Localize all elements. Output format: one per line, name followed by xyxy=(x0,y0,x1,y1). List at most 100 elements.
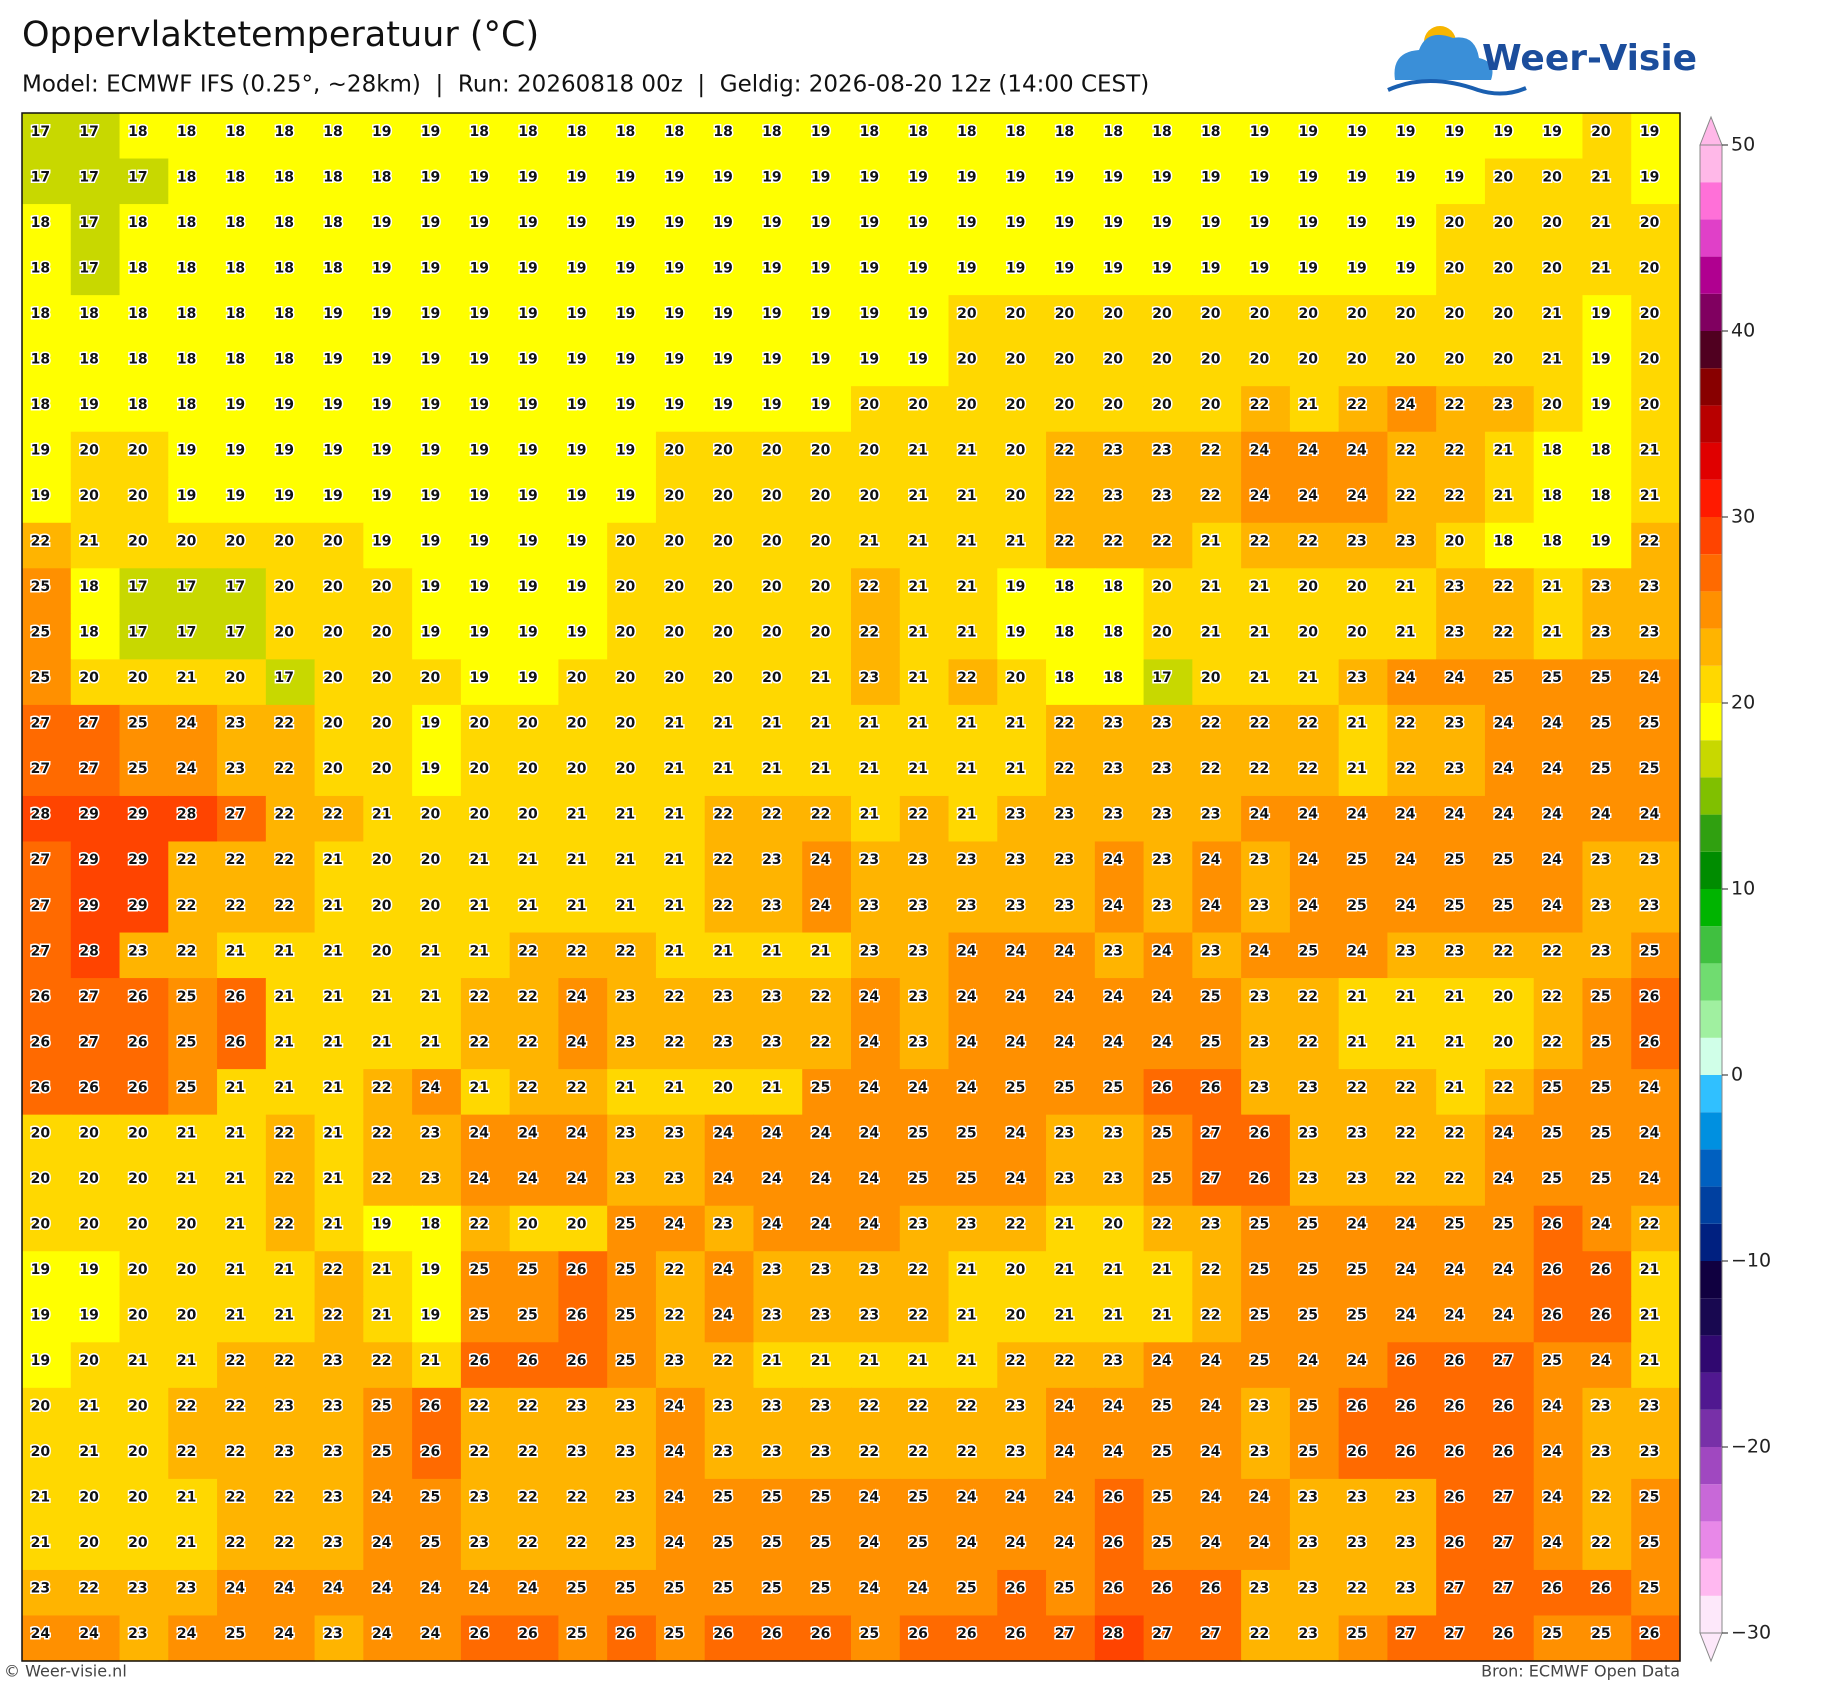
temperature-value: 23 xyxy=(713,1034,732,1050)
temperature-cell xyxy=(899,704,950,752)
temperature-cell xyxy=(265,295,316,342)
temperature-cell xyxy=(119,340,169,387)
temperature-value: 22 xyxy=(1542,989,1561,1005)
temperature-value: 21 xyxy=(1591,260,1610,276)
temperature-value: 21 xyxy=(713,716,732,732)
temperature-value: 24 xyxy=(957,943,977,959)
temperature-cell xyxy=(1192,887,1242,934)
temperature-value: 22 xyxy=(274,1216,293,1232)
temperature-value: 22 xyxy=(226,1490,245,1506)
temperature-value: 24 xyxy=(1396,397,1416,413)
temperature-value: 24 xyxy=(1250,488,1270,504)
temperature-value: 21 xyxy=(665,1080,684,1096)
temperature-cell xyxy=(460,113,511,160)
temperature-cell xyxy=(1533,659,1584,706)
temperature-cell xyxy=(1631,158,1681,205)
temperature-cell xyxy=(265,158,316,205)
temperature-value: 20 xyxy=(567,670,587,686)
temperature-cell xyxy=(1046,613,1096,660)
temperature-cell xyxy=(1094,1569,1145,1617)
temperature-value: 24 xyxy=(1347,1353,1367,1369)
temperature-value: 19 xyxy=(1201,215,1220,231)
temperature-cell xyxy=(217,1433,267,1480)
temperature-value: 19 xyxy=(1299,260,1318,276)
temperature-value: 20 xyxy=(79,1490,99,1506)
temperature-cell xyxy=(607,1296,657,1343)
temperature-value: 23 xyxy=(860,852,879,868)
temperature-cell xyxy=(509,613,560,660)
temperature-value: 21 xyxy=(616,1080,635,1096)
temperature-value: 23 xyxy=(1006,1399,1025,1415)
temperature-cell xyxy=(1533,568,1584,615)
temperature-cell xyxy=(22,1023,72,1070)
temperature-cell xyxy=(168,1023,218,1070)
temperature-cell xyxy=(1582,386,1632,433)
temperature-cell xyxy=(509,386,560,433)
temperature-cell xyxy=(704,1387,755,1434)
temperature-value: 21 xyxy=(226,1171,245,1187)
temperature-value: 24 xyxy=(762,1171,782,1187)
temperature-value: 21 xyxy=(323,943,342,959)
temperature-cell xyxy=(1387,1569,1437,1617)
temperature-value: 20 xyxy=(1006,397,1026,413)
temperature-value: 26 xyxy=(1542,1216,1561,1232)
temperature-value: 20 xyxy=(79,1353,99,1369)
temperature-value: 21 xyxy=(274,1080,293,1096)
temperature-value: 24 xyxy=(860,1535,880,1551)
temperature-value: 25 xyxy=(1542,1353,1561,1369)
temperature-cell xyxy=(1436,568,1486,615)
temperature-value: 20 xyxy=(665,670,685,686)
temperature-value: 25 xyxy=(1640,1535,1659,1551)
temperature-value: 19 xyxy=(762,351,781,367)
temperature-value: 19 xyxy=(470,397,489,413)
temperature-cell xyxy=(558,1296,608,1343)
temperature-value: 24 xyxy=(1201,1353,1221,1369)
temperature-value: 19 xyxy=(1152,215,1171,231)
temperature-cell xyxy=(997,340,1047,387)
temperature-cell xyxy=(1289,568,1340,615)
temperature-value: 22 xyxy=(957,1444,976,1460)
temperature-value: 21 xyxy=(811,670,830,686)
colorbar-band xyxy=(1700,479,1722,517)
temperature-cell xyxy=(607,1615,657,1662)
temperature-value: 22 xyxy=(323,1262,342,1278)
temperature-cell xyxy=(1192,613,1242,660)
temperature-value: 18 xyxy=(1103,670,1122,686)
temperature-value: 21 xyxy=(1299,670,1318,686)
temperature-cell xyxy=(363,932,413,979)
temperature-cell xyxy=(168,386,218,433)
temperature-value: 19 xyxy=(226,397,245,413)
temperature-value: 23 xyxy=(323,1490,342,1506)
temperature-value: 23 xyxy=(1055,1171,1074,1187)
temperature-value: 21 xyxy=(762,716,781,732)
temperature-cell xyxy=(704,1615,755,1662)
temperature-cell xyxy=(802,613,852,660)
temperature-value: 22 xyxy=(177,1399,196,1415)
temperature-cell xyxy=(70,932,121,979)
temperature-cell xyxy=(1289,1342,1340,1389)
temperature-cell xyxy=(851,1387,901,1434)
temperature-value: 27 xyxy=(1055,1626,1074,1642)
temperature-cell xyxy=(558,1615,608,1662)
temperature-cell xyxy=(1289,659,1340,706)
temperature-value: 19 xyxy=(811,215,830,231)
temperature-cell xyxy=(363,477,413,524)
temperature-value: 24 xyxy=(1542,1490,1562,1506)
temperature-value: 20 xyxy=(1494,351,1514,367)
temperature-value: 21 xyxy=(1396,579,1415,595)
temperature-cell xyxy=(314,522,364,569)
temperature-cell xyxy=(1046,1296,1096,1343)
temperature-value: 22 xyxy=(1445,488,1464,504)
temperature-value: 23 xyxy=(1006,852,1025,868)
temperature-cell xyxy=(1289,750,1340,797)
temperature-cell xyxy=(1387,1478,1437,1526)
temperature-value: 20 xyxy=(713,534,733,550)
temperature-cell xyxy=(1192,204,1242,251)
temperature-value: 19 xyxy=(1640,124,1659,140)
temperature-value: 23 xyxy=(1006,898,1025,914)
temperature-cell xyxy=(1338,704,1389,752)
temperature-value: 18 xyxy=(177,169,196,185)
temperature-value: 20 xyxy=(957,306,977,322)
temperature-cell xyxy=(1094,1478,1145,1526)
temperature-value: 23 xyxy=(616,1125,635,1141)
